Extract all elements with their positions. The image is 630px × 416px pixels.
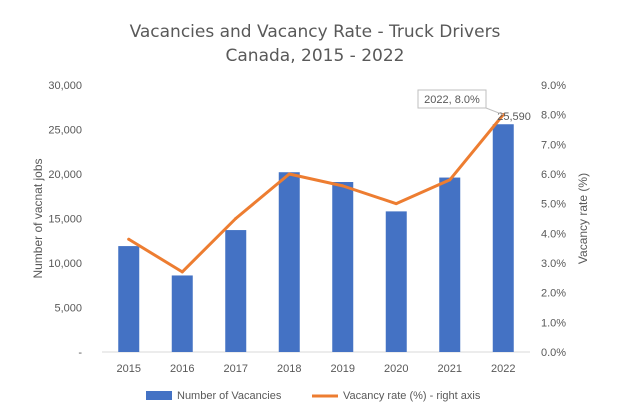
bar-vacancies	[225, 230, 247, 352]
bar-vacancies	[439, 177, 461, 352]
callout-leader	[485, 107, 504, 116]
bar-vacancies	[492, 124, 514, 353]
x-tick-label: 2015	[117, 363, 141, 375]
callout-box	[417, 89, 487, 109]
y-tick-label: 30,000	[48, 80, 82, 92]
y-tick-label: 5,000	[54, 303, 82, 315]
bar-vacancies	[171, 275, 193, 352]
y-tick-label: 25,000	[48, 125, 82, 137]
bar-vacancies	[332, 182, 354, 352]
line-point-vacancy-rate	[394, 202, 398, 206]
chart-title: Vacancies and Vacancy Rate - Truck Drive…	[129, 22, 501, 42]
x-tick-label: 2016	[170, 363, 194, 375]
bar-vacancies	[118, 246, 140, 352]
y2-tick-label: 2.0%	[541, 288, 566, 300]
x-tick-label: 2022	[491, 363, 515, 375]
x-tick-label: 2020	[384, 363, 408, 375]
line-point-vacancy-rate	[341, 184, 345, 188]
legend-swatch-vacancies	[146, 391, 172, 400]
bar-vacancies	[385, 211, 407, 352]
line-point-vacancy-rate	[127, 237, 131, 241]
chart-subtitle: Canada, 2015 - 2022	[225, 46, 405, 66]
line-vacancy-rate	[127, 113, 505, 274]
y2-tick-label: 5.0%	[541, 199, 566, 211]
y2-axis-label: Vacancy rate (%)	[576, 173, 590, 264]
bar-data-label: 25,590	[497, 111, 531, 123]
y-tick-label: -	[78, 347, 82, 359]
line-point-vacancy-rate	[180, 270, 184, 274]
line-point-vacancy-rate	[287, 172, 291, 176]
y-tick-label: 15,000	[48, 214, 82, 226]
bar-vacancies	[278, 172, 300, 352]
y2-tick-label: 1.0%	[541, 317, 566, 329]
legend-label-vacancy-rate: Vacancy rate (%) - right axis	[343, 390, 481, 402]
callout-label: 2022, 8.0%	[424, 94, 480, 106]
y2-tick-label: 0.0%	[541, 347, 566, 359]
x-tick-label: 2017	[224, 363, 248, 375]
x-tick-label: 2021	[438, 363, 462, 375]
y2-tick-label: 7.0%	[541, 139, 566, 151]
y-tick-label: 20,000	[48, 169, 82, 181]
legend-label-vacancies: Number of Vacancies	[177, 390, 282, 402]
y2-tick-label: 6.0%	[541, 169, 566, 181]
y2-tick-label: 9.0%	[541, 80, 566, 92]
y2-tick-label: 4.0%	[541, 228, 566, 240]
x-tick-label: 2018	[277, 363, 301, 375]
y2-tick-label: 8.0%	[541, 110, 566, 122]
y-axis-label: Number of vacnat jobs	[31, 158, 45, 278]
line-point-vacancy-rate	[448, 178, 452, 182]
y-tick-label: 10,000	[48, 258, 82, 270]
x-tick-label: 2019	[331, 363, 355, 375]
y2-tick-label: 3.0%	[541, 258, 566, 270]
line-point-vacancy-rate	[234, 217, 238, 220]
